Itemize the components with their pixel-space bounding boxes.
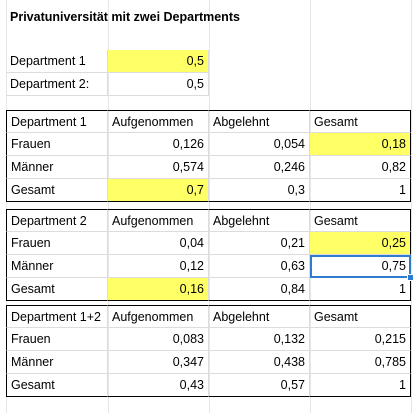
table-header-cell[interactable]: Gesamt [310, 305, 411, 328]
table-header-cell[interactable]: Department 1+2 [6, 305, 108, 328]
gridline [411, 0, 412, 413]
value-cell[interactable]: 0,215 [310, 328, 411, 351]
value-cell[interactable]: 1 [310, 374, 411, 397]
table-header-cell[interactable]: Abgelehnt [209, 305, 310, 328]
gridline [209, 0, 210, 413]
table-header-cell[interactable]: Abgelehnt [209, 110, 310, 133]
value-cell[interactable]: 0,054 [209, 133, 310, 156]
table-header-cell[interactable]: Aufgenommen [108, 110, 209, 133]
value-cell[interactable]: 0,083 [108, 328, 209, 351]
value-cell[interactable]: 0,21 [209, 232, 310, 255]
param-value-cell[interactable]: 0,5 [108, 50, 209, 73]
value-cell[interactable]: 0,16 [108, 278, 209, 301]
value-cell[interactable]: 0,84 [209, 278, 310, 301]
value-cell[interactable]: 1 [310, 278, 411, 301]
gridline [6, 0, 7, 413]
value-cell[interactable]: 0,82 [310, 156, 411, 179]
value-cell[interactable]: 0,132 [209, 328, 310, 351]
value-cell[interactable]: 0,438 [209, 351, 310, 374]
param-label[interactable]: Department 2: [6, 73, 108, 96]
row-label-cell[interactable]: Frauen [6, 232, 108, 255]
sheet-title[interactable]: Privatuniversität mit zwei Departments [10, 10, 240, 24]
value-cell[interactable]: 0,12 [108, 255, 209, 278]
value-cell[interactable]: 0,7 [108, 179, 209, 202]
row-label-cell[interactable]: Männer [6, 156, 108, 179]
gridline [108, 0, 109, 413]
value-cell[interactable]: 0,04 [108, 232, 209, 255]
value-cell[interactable]: 0,63 [209, 255, 310, 278]
row-label-cell[interactable]: Gesamt [6, 179, 108, 202]
value-cell[interactable]: 0,57 [209, 374, 310, 397]
row-label-cell[interactable]: Frauen [6, 328, 108, 351]
fill-handle[interactable] [407, 274, 414, 281]
param-value-cell[interactable]: 0,5 [108, 73, 209, 96]
value-cell[interactable]: 0,246 [209, 156, 310, 179]
table-header-cell[interactable]: Gesamt [310, 209, 411, 232]
table-header-cell[interactable]: Aufgenommen [108, 305, 209, 328]
row-label-cell[interactable]: Männer [6, 351, 108, 374]
value-cell[interactable]: 0,126 [108, 133, 209, 156]
table-header-cell[interactable]: Abgelehnt [209, 209, 310, 232]
row-label-cell[interactable]: Männer [6, 255, 108, 278]
value-cell[interactable]: 0,574 [108, 156, 209, 179]
value-cell[interactable]: 0,25 [310, 232, 411, 255]
param-label[interactable]: Department 1 [6, 50, 108, 73]
table-header-cell[interactable]: Aufgenommen [108, 209, 209, 232]
table-header-cell[interactable]: Gesamt [310, 110, 411, 133]
value-cell[interactable]: 1 [310, 179, 411, 202]
row-label-cell[interactable]: Gesamt [6, 374, 108, 397]
row-label-cell[interactable]: Gesamt [6, 278, 108, 301]
value-cell[interactable]: 0,43 [108, 374, 209, 397]
value-cell[interactable]: 0,347 [108, 351, 209, 374]
value-cell[interactable]: 0,3 [209, 179, 310, 202]
gridline [310, 0, 311, 413]
table-header-cell[interactable]: Department 2 [6, 209, 108, 232]
value-cell[interactable]: 0,18 [310, 133, 411, 156]
row-label-cell[interactable]: Frauen [6, 133, 108, 156]
selected-cell[interactable]: 0,75 [310, 255, 411, 278]
table-header-cell[interactable]: Department 1 [6, 110, 108, 133]
value-cell[interactable]: 0,785 [310, 351, 411, 374]
